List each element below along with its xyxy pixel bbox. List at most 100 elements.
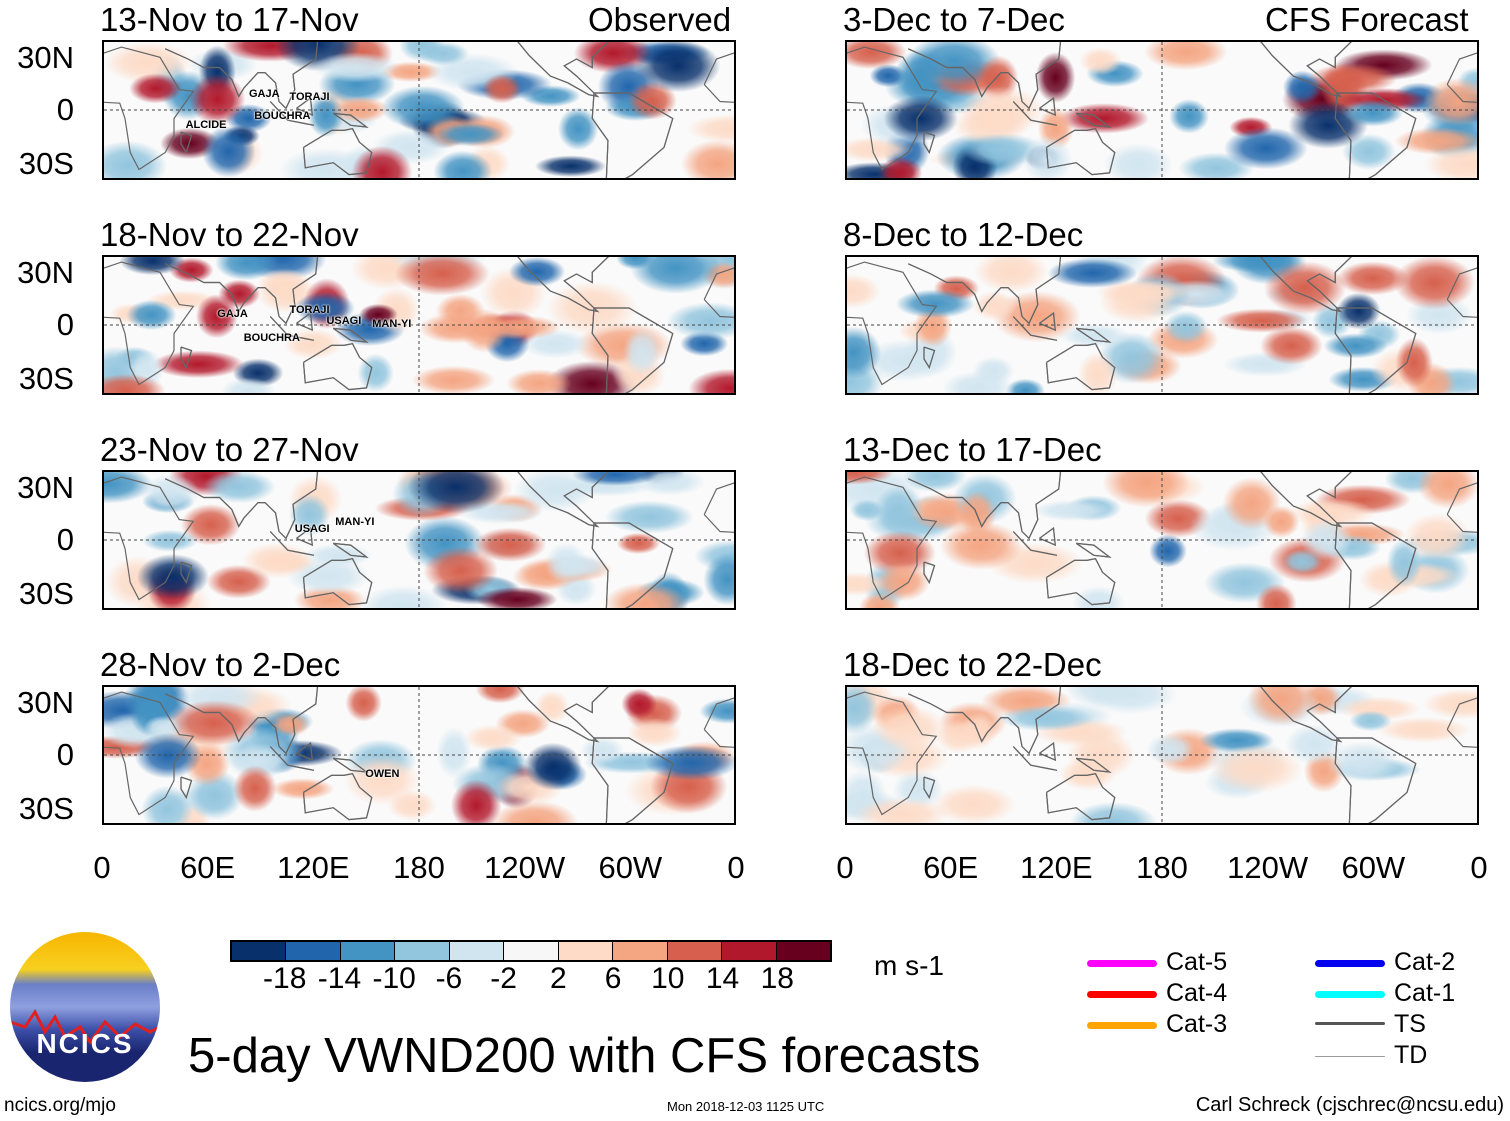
anomaly-blob [1222,476,1282,531]
lat-tick-label: 30S [18,576,74,611]
lat-tick-label: 30S [18,791,74,826]
anomaly-blob [1263,261,1347,315]
storm-label: OWEN [365,767,400,780]
coastline [924,347,935,367]
coastline [908,472,1060,538]
colorbar-label: 18 [760,962,794,995]
anomaly-blob [104,140,168,178]
anomaly-blob [895,289,976,319]
colorbar-swatch [340,942,396,960]
coastline [1258,257,1354,311]
storm-label: MAN-YI [372,318,412,331]
map-panel-6 [845,255,1479,395]
colorbar-swatch [667,942,723,960]
anomaly-blob [1247,687,1316,726]
anomaly-blob [513,472,597,513]
timestamp: Mon 2018-12-03 1125 UTC [667,1099,825,1114]
anomaly-blob [241,542,313,579]
anomaly-blob [603,582,688,608]
anomaly-blob [282,328,343,360]
coastline [181,777,192,797]
anomaly-blob [666,302,734,340]
panel-title: 8-Dec to 12-Dec [843,216,1084,253]
coastline [515,257,611,311]
coastline [297,528,313,545]
storm-label: USAGI [326,314,362,327]
coastline [847,262,936,384]
anomaly-blob [1072,585,1125,608]
anomaly-blob [847,687,878,735]
panel-title: 23-Nov to 27-Nov [100,431,359,468]
anomaly-blob [256,268,312,299]
coastline [1013,747,1057,771]
lon-tick-label: 60W [598,850,663,885]
lon-tick-label: 180 [1136,850,1188,885]
anomaly-blob [939,521,1023,571]
lon-tick-label: 120E [1020,850,1093,885]
colorbar-label: -18 [263,962,307,995]
coastline [165,472,317,538]
anomaly-blob [331,96,389,123]
anomaly-blob [1223,127,1308,170]
colorbar-swatch [232,942,287,960]
anomaly-blob [998,705,1095,732]
panel-title: 13-Dec to 17-Dec [843,431,1102,468]
legend-label: Cat-5 [1166,948,1228,976]
coastline [1335,308,1416,393]
colorbar-swatch [613,942,668,960]
anomaly-blob [626,717,683,748]
legend-line-cat-2 [1315,960,1385,967]
coastline [847,477,936,599]
lat-tick-label: 30S [18,146,74,181]
coastline [304,344,372,390]
lat-tick-label: 30N [17,255,74,290]
anomaly-blob [1336,261,1410,296]
site-link[interactable]: ncics.org/mjo [4,1095,116,1116]
anomaly-blob [1103,142,1174,178]
coastline [592,738,673,823]
colorbar-label: -6 [435,962,463,995]
anomaly-blob [1282,70,1322,105]
coastline [181,562,192,582]
lon-tick-label: 120E [277,850,350,885]
anomaly-blob [201,125,256,178]
lat-tick-label: 30S [18,361,74,396]
coastline [333,328,366,342]
coastline [1076,758,1109,772]
coastline [297,743,313,760]
coastline [304,774,372,820]
logo-text: NCICS [36,1028,134,1059]
coastline [847,692,936,814]
coastline [592,523,673,608]
anomaly-blob [359,585,448,608]
coastline [1076,328,1109,342]
coastline [1335,93,1416,178]
anomaly-blob [1282,549,1323,575]
lon-tick-label: 60W [1341,850,1406,885]
anomaly-blob [545,280,638,336]
colorbar-label: -14 [317,962,362,995]
anomaly-blob [129,73,183,104]
anomaly-blob [1259,326,1323,365]
colorbar-label: -2 [490,962,517,995]
storm-label: ALCIDE [185,119,227,131]
anomaly-blob [971,356,1015,386]
legend-label: Cat-4 [1166,979,1228,1007]
coastline [104,47,193,169]
anomaly-blob [435,122,505,147]
anomaly-blob [411,365,496,393]
anomaly-blob [902,472,967,492]
coastline [1040,313,1056,330]
anomaly-blob [450,779,502,823]
anomaly-blob [1066,729,1136,780]
colorbar-swatch [558,942,614,960]
anomaly-blob [140,473,201,513]
anomaly-blob [1349,710,1393,732]
anomaly-blob [959,712,997,750]
colorbar-swatch [722,942,777,960]
anomaly-blob [233,765,277,812]
coastline [515,42,611,96]
lat-tick-label: 0 [56,307,74,342]
anomaly-blob [686,113,734,144]
